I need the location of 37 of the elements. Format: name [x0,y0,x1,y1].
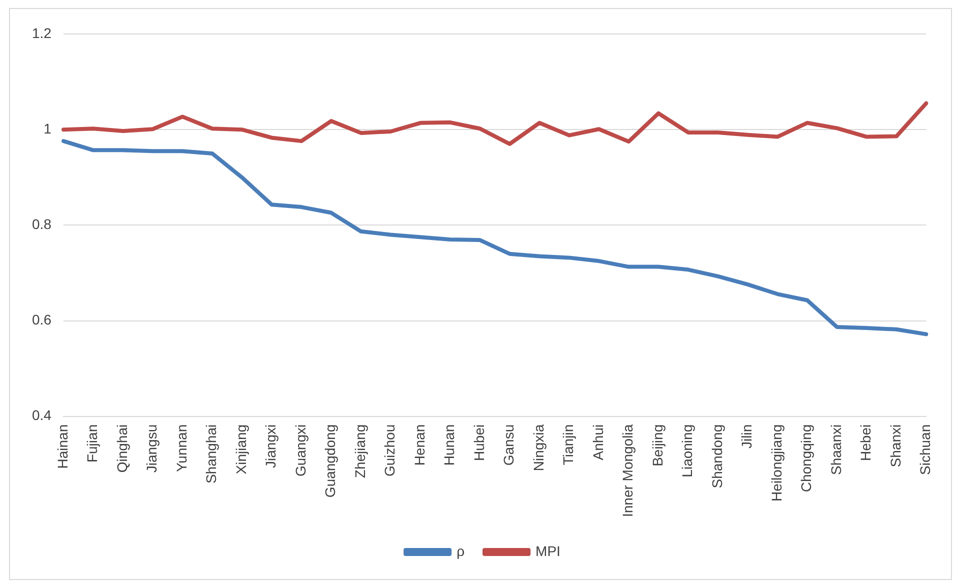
x-tick-label: Inner Mongolia [620,424,636,518]
x-tick-label: Chongqing [798,424,814,492]
x-tick-label: Shaanxi [828,424,844,475]
x-tick-label: Xinjiang [232,424,249,474]
y-tick-label: 0.6 [32,312,52,328]
x-tick-label: Henan [411,424,428,466]
x-tick-label: Anhui [590,424,606,460]
legend-label: ρ [456,542,465,559]
x-tick-label: Shanxi [887,424,904,468]
y-tick-label: 1.2 [32,24,52,41]
x-tick-label: Jilin [738,424,755,449]
y-tick-label: 0.4 [32,407,52,424]
legend-label: MPI [536,542,560,559]
x-tick-label: Ningxia [530,424,546,472]
x-tick-label: Gansu [500,424,517,466]
x-tick-label: Guizhou [382,424,398,477]
x-tick-label: Fujian [84,424,100,463]
x-tick-label: Tianjin [560,424,576,466]
x-tick-label: Shanghai [203,424,220,484]
x-tick-label: Hainan [54,424,70,469]
x-tick-label: Yunnan [173,424,190,472]
x-tick-label: Hubei [470,424,487,461]
x-tick-label: Jiangsu [144,424,160,473]
x-tick-label: Liaoning [679,424,696,478]
x-tick-label: Hunan [441,424,458,466]
x-tick-label: Guangdong [322,424,338,498]
y-tick-label: 1 [44,120,52,136]
x-tick-label: Hebei [858,424,874,461]
x-tick-label: Qinghai [114,424,130,473]
x-tick-label: Zhejiang [352,424,368,478]
x-tick-label: Heilongjiang [768,424,784,502]
x-tick-label: Sichuan [917,424,934,475]
x-tick-label: Beijing [649,424,666,466]
x-tick-label: Shandong [708,424,725,488]
x-tick-label: Jiangxi [262,424,279,468]
x-tick-label: Guangxi [292,424,308,477]
y-tick-label: 0.8 [32,216,52,232]
